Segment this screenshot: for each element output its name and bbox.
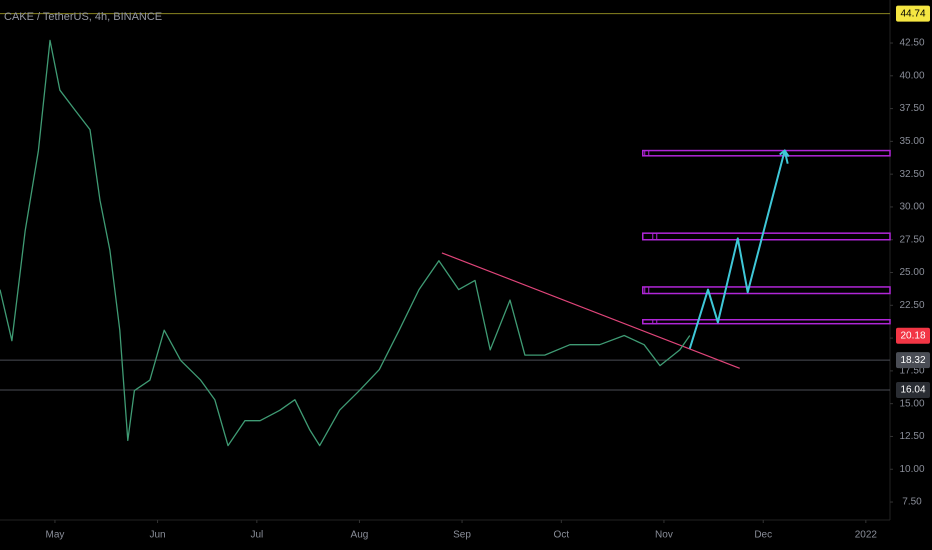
y-tick-label: 27.50 xyxy=(899,234,924,245)
x-tick-label: 2022 xyxy=(855,530,878,541)
x-tick-label: Jul xyxy=(250,530,263,541)
x-tick-label: Dec xyxy=(754,530,772,541)
chart-title: CAKE / TetherUS, 4h, BINANCE xyxy=(4,11,162,23)
price-label: 16.04 xyxy=(900,385,925,396)
y-tick-label: 7.50 xyxy=(902,497,922,508)
y-tick-label: 42.50 xyxy=(899,38,924,49)
price-label-box xyxy=(896,5,930,22)
y-tick-label: 10.00 xyxy=(899,464,924,475)
arrow-head xyxy=(779,149,790,158)
y-tick-label: 32.50 xyxy=(899,169,924,180)
y-tick-label: 12.50 xyxy=(899,431,924,442)
zone-handle xyxy=(652,232,658,241)
zone xyxy=(642,318,891,325)
x-tick-label: Nov xyxy=(655,530,673,541)
y-tick-label: 37.50 xyxy=(899,103,924,114)
x-tick-label: Aug xyxy=(351,530,369,541)
price-label: 20.18 xyxy=(900,330,925,341)
x-tick-label: May xyxy=(45,530,64,541)
price-label-box xyxy=(896,352,930,369)
price-label-box xyxy=(896,327,930,344)
zone xyxy=(642,286,891,295)
y-tick-label: 30.00 xyxy=(899,202,924,213)
zone-handle xyxy=(644,150,650,157)
y-tick-label: 25.00 xyxy=(899,267,924,278)
trendline xyxy=(441,252,740,369)
price-line xyxy=(688,149,789,349)
price-line xyxy=(0,39,691,447)
zone-handle xyxy=(652,319,658,325)
y-tick-label: 35.00 xyxy=(899,136,924,147)
price-label-box xyxy=(896,382,930,399)
y-tick-label: 22.50 xyxy=(899,300,924,311)
zone-handle xyxy=(644,286,650,295)
x-tick-label: Jun xyxy=(149,530,165,541)
y-tick-label: 40.00 xyxy=(899,70,924,81)
x-tick-label: Sep xyxy=(453,530,471,541)
y-tick-label: 15.00 xyxy=(899,398,924,409)
zone xyxy=(642,149,891,157)
x-tick-label: Oct xyxy=(554,530,570,541)
zone xyxy=(642,232,891,241)
price-label: 44.74 xyxy=(900,8,925,19)
y-tick-label: 17.50 xyxy=(899,366,924,377)
price-label: 18.32 xyxy=(900,355,925,366)
